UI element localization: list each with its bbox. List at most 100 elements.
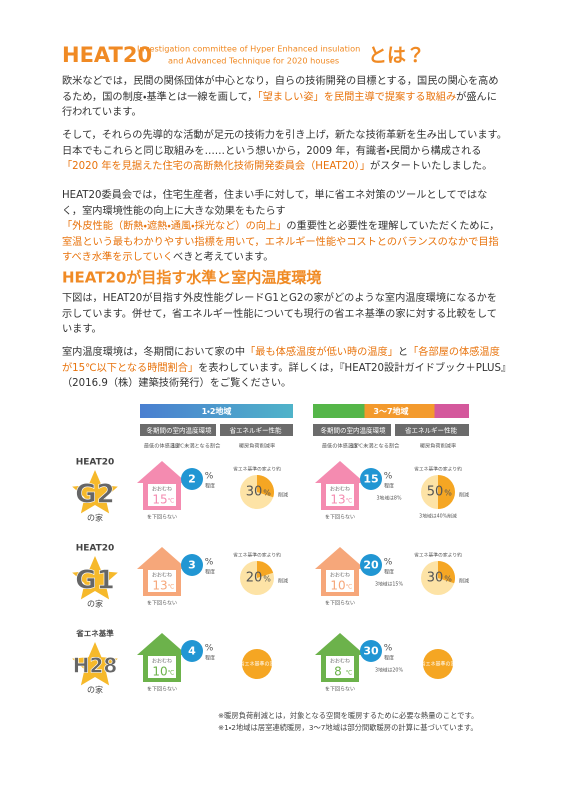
sub-header [220,424,293,436]
text: の重要性と必要性を理解していただくために， [286,221,500,232]
paragraph: 下図は，HEAT20が目指す外皮性能グレードG1とG2の家がどのような室内温度環… [62,291,507,338]
share-circle [181,554,203,576]
below-label: を下回らない [147,514,177,521]
saving-value: 20 [246,571,263,586]
region-label: 3～7地域 [373,406,408,416]
paragraph: 室内温度環境は，冬期間において家の中「最も体感温度が低い時の温度」と「各部屋の体… [62,345,507,392]
approx-label: おおむね [152,486,172,493]
saving-suffix: 削減 [278,492,288,499]
approx-label: おおむね [152,658,172,665]
below-label: を下回らない [147,686,177,693]
star [72,642,118,686]
approx-label: おおむね [330,486,350,493]
column-label: 暖房負荷削減率 [420,442,456,450]
extent-label: 程度 [205,569,215,576]
temperature: 8 [334,665,342,679]
approx-label: おおむね [330,572,350,579]
paragraph: HEAT20委員会では，住宅生産者，住まい手に対して，単に省エネ対策のツールとし… [62,188,507,266]
text: 室内温度環境は，冬期間において家の中 [62,347,246,358]
share-value: 3 [188,559,196,572]
house-roof [137,547,187,569]
house-window [326,570,354,592]
row-suffix: の家 [87,513,103,523]
percent-unit: % [205,472,214,482]
below-label: を下回らない [325,686,355,693]
share-circle [360,640,382,662]
sub-header [313,424,391,436]
footnote: ※1・2地域は居室連続暖房，3～7地域は部分間歇暖房の計算に基づいています。 [218,723,478,732]
extent-label: 程度 [384,569,394,576]
percent-unit: % [444,489,452,498]
degree-unit: ℃ [346,670,353,677]
house-window [148,570,176,592]
below-label: を下回らない [325,514,355,521]
below-label: を下回らない [325,600,355,607]
highlight: 「2020 年を見据えた住宅の高断熱化技術開発委員会（HEAT20）」 [62,161,371,172]
share-value: 4 [188,645,196,658]
title: HEAT20 [62,43,152,67]
percent-unit: % [384,644,393,654]
house-roof [315,633,365,655]
text: がスタートいたしました。 [370,161,493,172]
sub-header-label: 省エネルギー性能 [405,426,458,435]
highlight: 「望ましい姿」を民間主導で提案する取組み [257,91,457,103]
text: を表わしています。詳しくは，『HEAT20設計ガイドブック＋PLUS』（2016… [62,362,507,390]
extent-label: 程度 [205,655,215,662]
percent-unit: % [263,575,271,584]
subtitle: and Advanced Technique for 2020 houses [168,56,339,66]
temperature: 13 [330,493,345,507]
share-circle [360,468,382,490]
share-value: 30 [363,645,379,658]
row-suffix: の家 [87,685,103,695]
house-roof [137,461,187,483]
house-roof [137,633,187,655]
share-note: 3地域は8% [376,495,401,502]
approx-label: おおむね [152,572,172,579]
text: が盛んに行われています。 [62,91,497,119]
temperature: 10 [152,665,167,679]
share-value: 2 [188,473,196,486]
grade: H28 [73,654,118,678]
subtitle: Investigation committee of Hyper Enhance… [137,44,360,54]
text: 欧米などでは，民間の関係団体が中心となり，自らの技術開発の目標とする，国民の関心… [62,76,499,103]
column-label: 15℃未満となる割合 [351,442,400,450]
degree-unit: ℃ [168,584,175,591]
extent-label: 程度 [384,483,394,490]
sub-header-label: 冬期間の室内温度環境 [321,426,387,435]
percent-unit: % [444,575,452,584]
degree-unit: ℃ [168,498,175,505]
share-circle [181,468,203,490]
grade: G1 [75,566,114,596]
below-label: を下回らない [147,600,177,607]
saving-value: 30 [427,571,444,586]
house-window [148,484,176,506]
text: と [397,347,409,358]
saving-suffix: 削減 [278,578,288,585]
approx-label: おおむね [330,658,350,665]
house-window [148,656,176,678]
highlight: 「最も体感温度が低い時の温度」 [245,347,398,358]
baseline-label: 省エネ基準の家 [239,661,274,668]
baseline-circle [242,649,272,679]
star [72,556,118,600]
saving-prefix: 省エネ基準の家より約 [233,466,281,473]
extent-label: 程度 [384,655,394,662]
share-value: 15 [363,473,378,486]
saving-prefix: 省エネ基準の家より約 [414,466,462,473]
pie-wedge [257,475,274,498]
house-window [326,656,354,678]
percent-unit: % [205,558,214,568]
sub-header [395,424,469,436]
share-circle [181,640,203,662]
extent-label: 程度 [205,483,215,490]
text: そして，それらの先導的な活動が足元の技術力を引き上げ，新たな技術革新を生み出して… [62,130,507,157]
temperature: 15 [152,493,167,507]
column-label: 最低の体感温度 [322,442,358,450]
footnote: ※暖房負荷削減とは，対象となる空間を暖房するために必要な熱量のことです。 [218,711,478,720]
row-prefix: 省エネ基準 [75,628,114,638]
percent-unit: % [384,472,393,482]
house-window [326,484,354,506]
column-label: 15℃未満となる割合 [172,442,221,450]
title-suffix: とは？ [368,45,425,67]
